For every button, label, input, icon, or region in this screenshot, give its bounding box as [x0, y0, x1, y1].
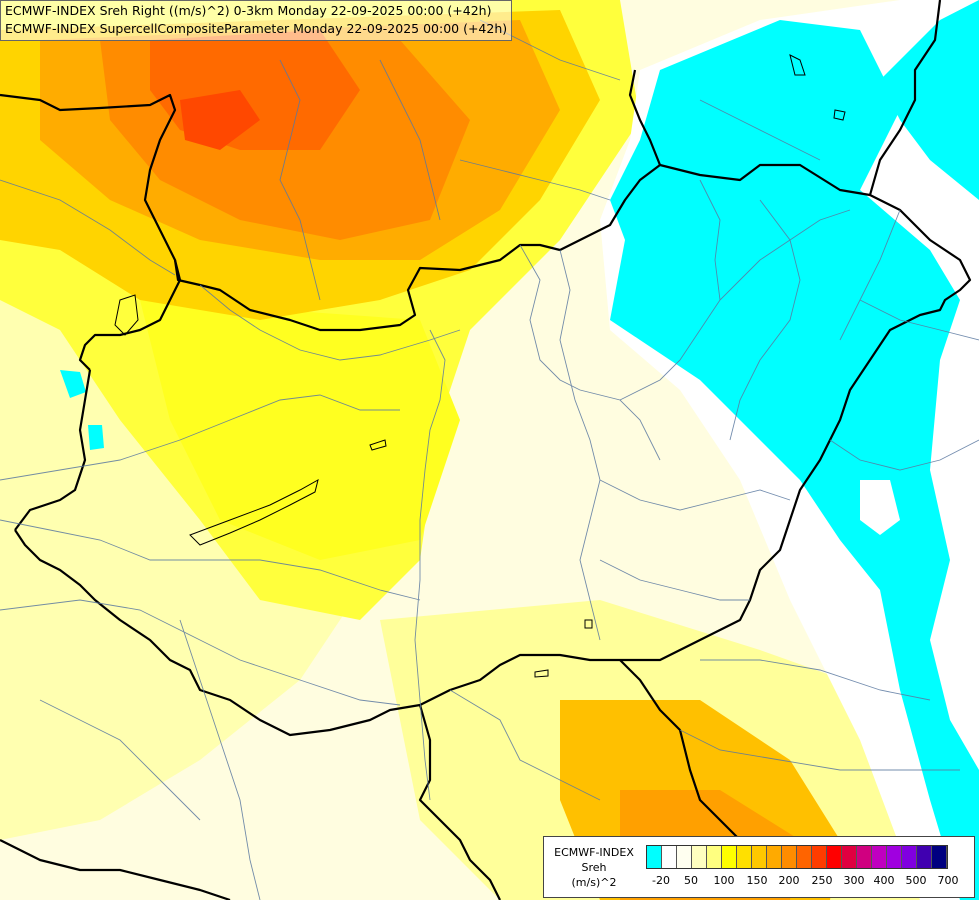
legend-tick-label: 150 — [746, 874, 768, 887]
legend-ticks: -20 50 100 150 200 250 300 400 500 700 — [646, 874, 968, 888]
legend-swatch — [872, 846, 887, 868]
legend-tick-label: 400 — [873, 874, 895, 887]
legend-title: ECMWF-INDEX Sreh (m/s)^2 — [548, 845, 640, 890]
lakes — [114, 54, 846, 678]
header-line-2: ECMWF-INDEX SupercellCompositeParameter … — [5, 21, 508, 36]
field-cyan-small-1 — [60, 370, 86, 398]
legend-swatch — [767, 846, 782, 868]
legend-swatch — [662, 846, 677, 868]
map-header: ECMWF-INDEX Sreh Right ((m/s)^2) 0-3km M… — [0, 0, 513, 41]
legend-tick-label: 300 — [843, 874, 865, 887]
legend-swatch — [827, 846, 842, 868]
legend-swatch — [722, 846, 737, 868]
legend-swatch — [797, 846, 812, 868]
legend-title-line-1: ECMWF-INDEX — [554, 846, 634, 859]
field-white-hole — [860, 480, 900, 535]
color-legend: ECMWF-INDEX Sreh (m/s)^2 -20 50 100 150 200 2… — [543, 836, 975, 898]
legend-tick-label: 700 — [937, 874, 959, 887]
field-yellow-central — [140, 300, 460, 560]
legend-tick-label: 50 — [684, 874, 698, 887]
legend-swatch — [887, 846, 902, 868]
legend-swatch — [737, 846, 752, 868]
field-cyan — [610, 20, 979, 900]
legend-tick-label: -20 — [652, 874, 670, 887]
legend-swatch — [692, 846, 707, 868]
legend-swatch — [917, 846, 932, 868]
legend-swatch — [647, 846, 662, 868]
legend-title-line-3: (m/s)^2 — [571, 876, 617, 889]
rivers — [0, 19, 979, 900]
legend-swatch — [902, 846, 917, 868]
legend-tick-label: 250 — [811, 874, 833, 887]
legend-tick-label: 500 — [905, 874, 927, 887]
header-line-1: ECMWF-INDEX Sreh Right ((m/s)^2) 0-3km M… — [5, 3, 492, 18]
field-cyan-small-2 — [88, 425, 104, 450]
legend-swatch — [932, 846, 947, 868]
field-cyan-ne — [880, 0, 979, 200]
legend-swatch — [812, 846, 827, 868]
legend-swatch — [782, 846, 797, 868]
legend-swatch — [857, 846, 872, 868]
legend-swatch — [677, 846, 692, 868]
legend-swatch — [707, 846, 722, 868]
legend-swatch — [842, 846, 857, 868]
legend-swatch — [752, 846, 767, 868]
field-red-core — [180, 90, 260, 150]
legend-color-bar — [646, 845, 948, 869]
legend-tick-label: 100 — [713, 874, 735, 887]
legend-title-line-2: Sreh — [581, 861, 607, 874]
legend-tick-label: 200 — [778, 874, 800, 887]
